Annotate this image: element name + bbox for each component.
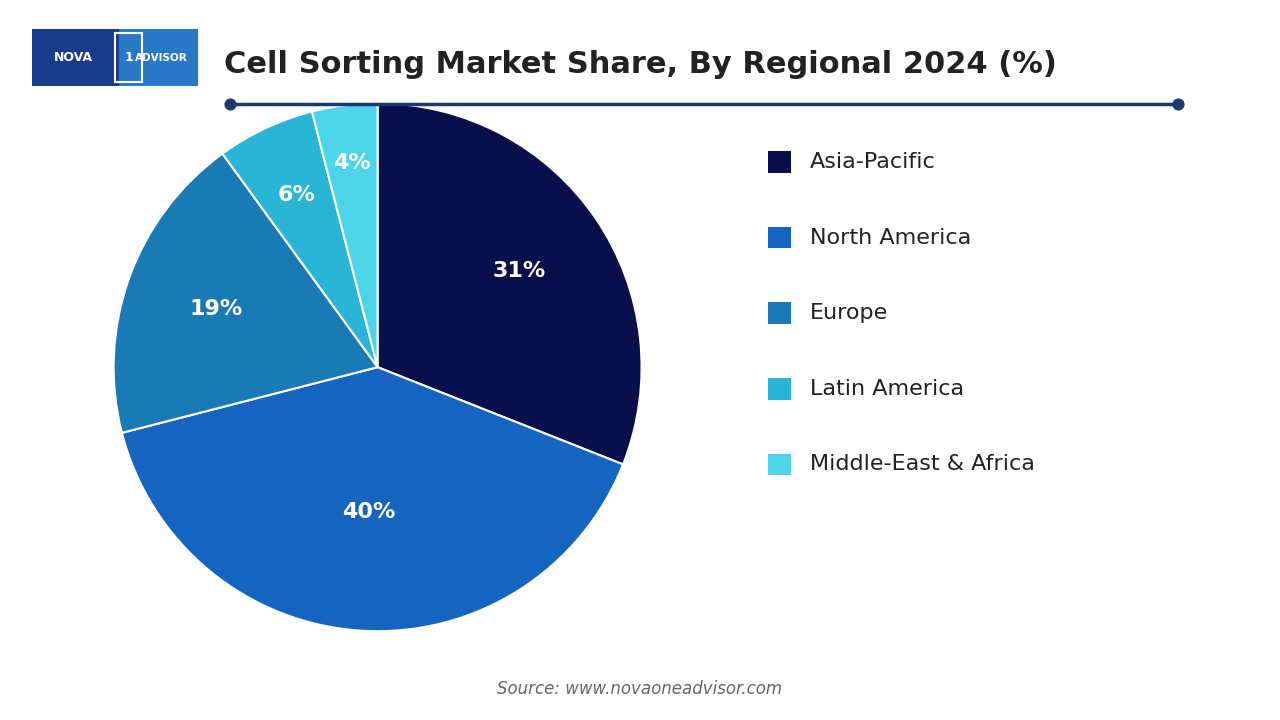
Text: Source: www.novaoneadvisor.com: Source: www.novaoneadvisor.com — [498, 680, 782, 698]
Wedge shape — [114, 153, 378, 433]
Point — [220, 99, 241, 110]
Text: 31%: 31% — [493, 261, 547, 281]
Text: 19%: 19% — [189, 299, 243, 319]
FancyBboxPatch shape — [32, 29, 198, 86]
Wedge shape — [223, 112, 378, 367]
Text: 1: 1 — [124, 51, 133, 64]
FancyBboxPatch shape — [119, 29, 198, 86]
Text: Asia-Pacific: Asia-Pacific — [810, 152, 936, 172]
Text: Middle-East & Africa: Middle-East & Africa — [810, 454, 1036, 474]
Text: 40%: 40% — [342, 502, 396, 522]
Point — [1167, 99, 1188, 110]
Wedge shape — [312, 103, 378, 367]
Text: 6%: 6% — [278, 185, 316, 205]
Text: Cell Sorting Market Share, By Regional 2024 (%): Cell Sorting Market Share, By Regional 2… — [224, 50, 1056, 79]
Text: ADVISOR: ADVISOR — [136, 53, 188, 63]
Text: Latin America: Latin America — [810, 379, 964, 399]
Text: NOVA: NOVA — [54, 51, 93, 64]
Text: Europe: Europe — [810, 303, 888, 323]
Wedge shape — [122, 367, 623, 631]
Wedge shape — [378, 103, 641, 464]
Text: North America: North America — [810, 228, 972, 248]
Text: 4%: 4% — [333, 153, 371, 173]
